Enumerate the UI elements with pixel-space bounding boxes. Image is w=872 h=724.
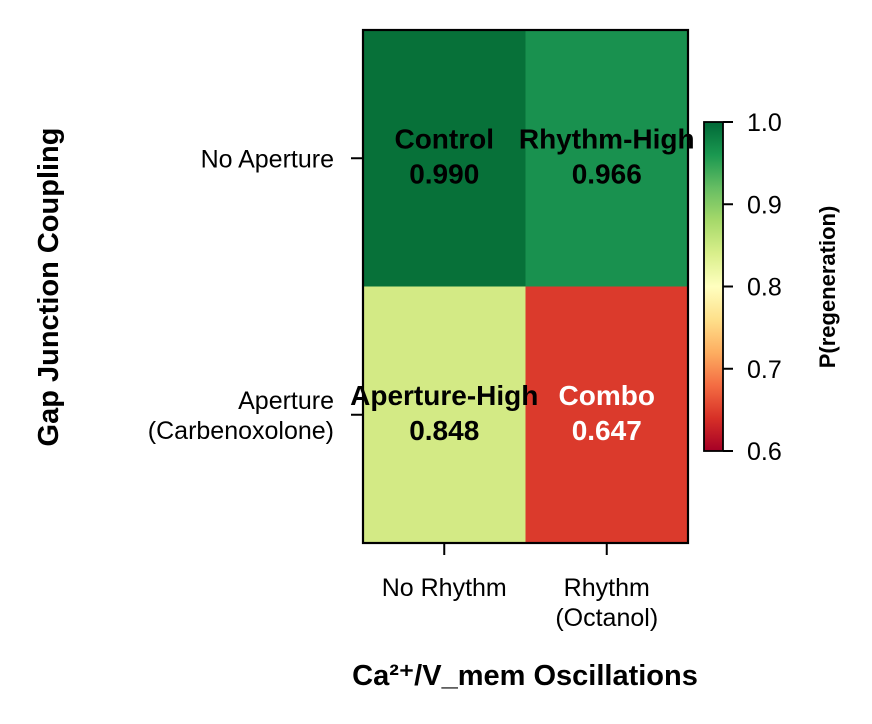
x-tick-label: Rhythm (564, 574, 650, 602)
y-axis-ticks: No Aperture Aperture(Carbenoxolone) (148, 145, 363, 445)
y-tick-label: No Aperture (201, 145, 334, 173)
heatmap-cell (525, 286, 689, 544)
cell-value-label: 0.990 (409, 158, 479, 189)
cell-name-label: Aperture-High (350, 380, 538, 411)
colorbar-gradient (703, 121, 724, 452)
colorbar-tick-label: 0.7 (747, 356, 782, 384)
colorbar-tick-label: 0.8 (747, 274, 782, 302)
colorbar: 0.6 0.7 0.8 0.9 1.0 P(regeneration) (703, 109, 840, 466)
cell-name-label: Combo (559, 380, 655, 411)
y-axis-title: Gap Junction Coupling (33, 128, 65, 447)
cell-value-label: 0.966 (572, 158, 642, 189)
cell-value-label: 0.647 (572, 415, 642, 446)
heatmap-cell (363, 30, 526, 287)
colorbar-tick-label: 0.6 (747, 438, 782, 466)
y-tick-label: (Carbenoxolone) (148, 417, 334, 445)
plot-frame (361, 28, 690, 545)
heatmap-cell (525, 30, 689, 287)
x-axis-ticks: No Rhythm Rhythm(Octanol) (382, 543, 658, 632)
y-tick-label: Aperture (238, 387, 334, 415)
colorbar-tick-label: 1.0 (747, 109, 782, 137)
heatmap-cells: Control 0.990 Rhythm-High 0.966 Aperture-Hig… (350, 30, 695, 544)
x-tick-label: (Octanol) (555, 604, 658, 632)
cell-value-label: 0.848 (409, 415, 479, 446)
cell-name-label: Control (394, 123, 494, 154)
cell-name-label: Rhythm-High (519, 123, 695, 154)
colorbar-tick-label: 0.9 (747, 191, 782, 219)
heatmap-cell (363, 286, 526, 544)
colorbar-ticks: 0.6 0.7 0.8 0.9 1.0 (723, 109, 782, 466)
x-tick-label: No Rhythm (382, 574, 507, 602)
colorbar-title: P(regeneration) (815, 206, 840, 369)
x-axis-title: Ca²⁺/V_mem Oscillations (352, 660, 698, 692)
